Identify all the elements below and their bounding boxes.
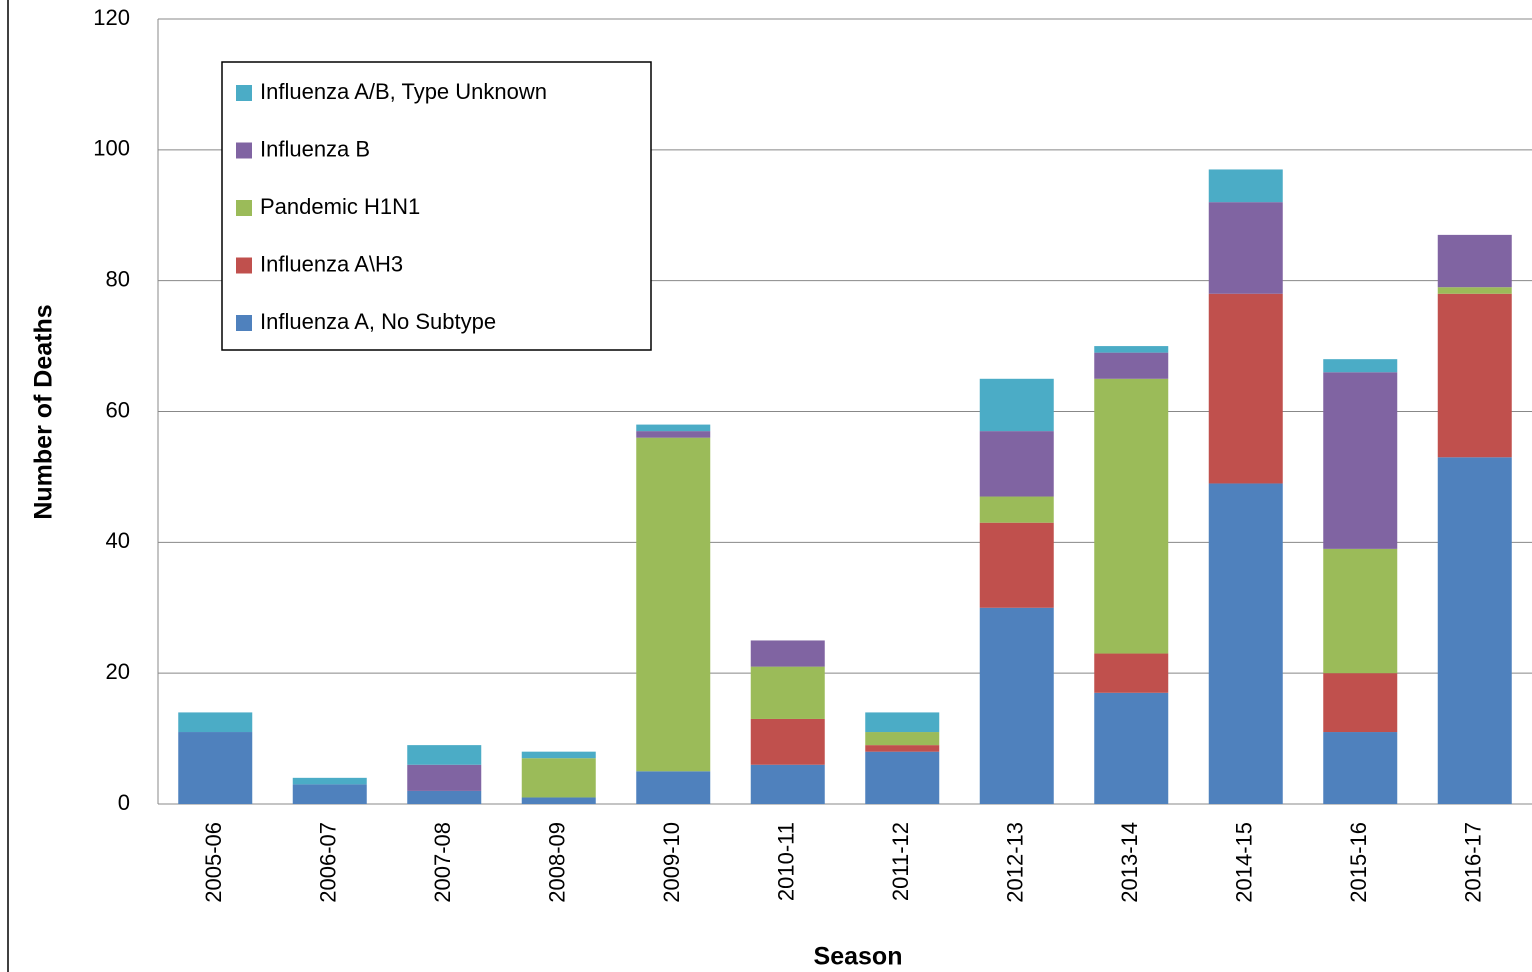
bar-segment: [1323, 359, 1398, 373]
bar-segment: [1094, 352, 1169, 379]
x-axis-title: Season: [814, 943, 903, 971]
bar-segment: [1323, 372, 1398, 549]
bar-segment: [750, 640, 825, 667]
legend-swatch: [236, 315, 252, 331]
bar-segment: [1094, 346, 1169, 353]
x-tick-label: 2008-09: [545, 822, 570, 903]
y-tick-label: 80: [106, 266, 130, 291]
bar-segment: [1208, 483, 1283, 804]
x-tick-label: 2012-13: [1003, 822, 1028, 903]
x-tick-label: 2007-08: [430, 822, 455, 903]
bar-segment: [979, 607, 1054, 804]
legend-label: Influenza A, No Subtype: [260, 309, 496, 334]
bar-segment: [750, 718, 825, 765]
legend-swatch: [236, 257, 252, 274]
x-tick-label: 2016-17: [1461, 822, 1486, 903]
bar-segment: [979, 496, 1054, 523]
legend-label: Pandemic H1N1: [260, 194, 420, 219]
bar-segment: [1094, 378, 1169, 654]
bar-segment: [1437, 287, 1512, 294]
y-axis-title: Number of Deaths: [30, 304, 58, 519]
bar-segment: [1208, 169, 1283, 203]
bar-segment: [865, 732, 940, 746]
bar-segment: [636, 424, 711, 432]
bar-segment: [865, 751, 940, 804]
x-tick-label: 2014-15: [1232, 822, 1257, 903]
x-tick-label: 2009-10: [659, 822, 684, 903]
bar-segment: [178, 712, 253, 733]
bar-segment: [1094, 692, 1169, 804]
bar-segment: [407, 745, 482, 765]
bar-segment: [636, 431, 711, 438]
x-tick-label: 2006-07: [316, 822, 341, 903]
y-tick-label: 0: [118, 790, 130, 815]
bar-segment: [1323, 673, 1398, 733]
x-tick-label: 2015-16: [1346, 822, 1371, 903]
legend-box: [221, 61, 652, 351]
y-tick-label: 120: [93, 5, 130, 30]
bar-segment: [750, 764, 825, 804]
y-tick-label: 60: [106, 397, 130, 422]
legend-swatch: [236, 85, 252, 101]
bar-segment: [865, 712, 940, 733]
bar-segment: [178, 732, 253, 804]
bar-segment: [979, 522, 1054, 608]
bar-segment: [1437, 293, 1512, 458]
bar-segment: [979, 378, 1054, 432]
legend-label: Influenza B: [260, 136, 370, 161]
bar-segment: [1208, 202, 1283, 294]
bar-segment: [1437, 234, 1512, 288]
bar-segment: [292, 777, 367, 785]
bar-segment: [1208, 293, 1283, 484]
y-tick-label: 20: [106, 659, 130, 684]
bar-segment: [407, 790, 482, 804]
bar-segment: [865, 745, 940, 752]
legend-swatch: [236, 200, 252, 216]
legend-label: Influenza A/B, Type Unknown: [260, 79, 547, 104]
x-tick-label: 2011-12: [888, 822, 913, 901]
bar-segment: [521, 758, 596, 798]
y-tick-label: 100: [93, 136, 130, 161]
x-tick-label: 2013-14: [1117, 822, 1142, 903]
legend-label: Influenza A\H3: [260, 251, 403, 276]
x-tick-label: 2010-11: [774, 822, 799, 901]
bar-segment: [292, 784, 367, 804]
legend-swatch: [236, 142, 252, 159]
y-tick-label: 40: [106, 528, 130, 553]
bar-segment: [636, 437, 711, 772]
bar-segment: [1323, 732, 1398, 804]
bar-segment: [1323, 548, 1398, 674]
x-tick-label: 2005-06: [201, 822, 226, 903]
bar-segment: [407, 764, 482, 791]
bar-segment: [521, 797, 596, 804]
bar-segment: [1437, 457, 1512, 804]
bar-segment: [1094, 653, 1169, 693]
bar-segment: [979, 431, 1054, 497]
bar-segment: [750, 666, 825, 719]
bar-segment: [636, 771, 711, 804]
bar-segment: [521, 751, 596, 759]
